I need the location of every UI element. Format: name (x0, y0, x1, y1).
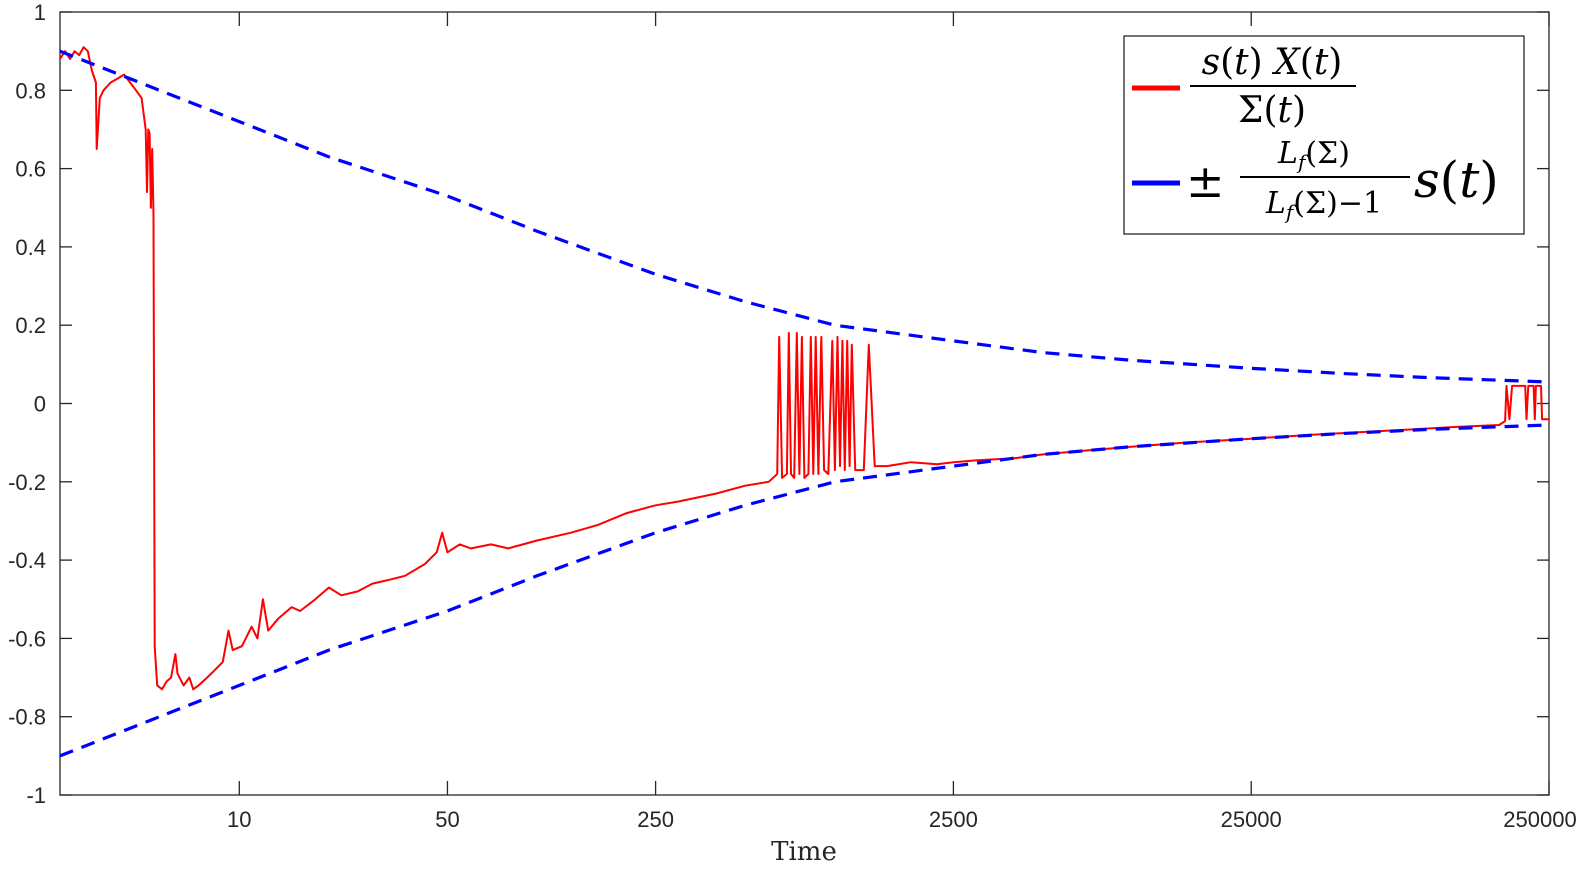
y-tick-label: -0.6 (8, 626, 46, 651)
x-tick-label: 50 (435, 807, 459, 832)
y-tick-label: 0 (34, 392, 46, 417)
y-tick-label: -0.2 (8, 470, 46, 495)
legend-formula-bound: ± Lf(Σ) Lf(Σ)−1 s(t) (1186, 136, 1499, 224)
ticks-layer: 1 0.8 0.6 0.4 0.2 0 -0.2 -0.4 -0.6 -0.8 -1 10 50 250 2… (8, 0, 1577, 832)
svg-text:Lf(Σ): Lf(Σ) (1277, 136, 1350, 174)
x-tick-label: 250000 (1503, 807, 1576, 832)
bound-line-1 (60, 49, 1549, 384)
legend-box (1123, 35, 1525, 235)
y-tick-label: -0.8 (8, 705, 46, 730)
svg-text:Lf(Σ)−1: Lf(Σ)−1 (1265, 186, 1382, 224)
y-tick-label: 0.6 (15, 157, 46, 182)
legend-formula-ratio: s(t) X(t) Σ(t) (1190, 42, 1356, 131)
x-tick-label: 25000 (1221, 807, 1282, 832)
legend: s(t) X(t) Σ(t) ± Lf(Σ) Lf(Σ)−1 s(t) (1123, 35, 1525, 235)
y-tick-label: -0.4 (8, 548, 46, 573)
ratio-line-0 (60, 46, 1549, 691)
x-tick-label: 2500 (929, 807, 978, 832)
y-tick-label: 0.8 (15, 78, 46, 103)
series-layer (60, 46, 1549, 758)
y-tick-label: 1 (34, 0, 46, 25)
y-tick-label: 0.4 (15, 235, 46, 260)
x-tick-label: 250 (637, 807, 674, 832)
svg-text:±: ± (1186, 154, 1225, 208)
svg-text:s(t) X(t): s(t) X(t) (1202, 42, 1343, 83)
svg-text:Σ(t): Σ(t) (1238, 90, 1306, 131)
x-tick-label: 10 (227, 807, 251, 832)
y-tick-label: -1 (26, 783, 46, 808)
bound-line-2 (60, 423, 1549, 758)
svg-text:s(t): s(t) (1414, 151, 1499, 209)
x-axis-title: Time (771, 837, 837, 867)
y-tick-label: 0.2 (15, 313, 46, 338)
